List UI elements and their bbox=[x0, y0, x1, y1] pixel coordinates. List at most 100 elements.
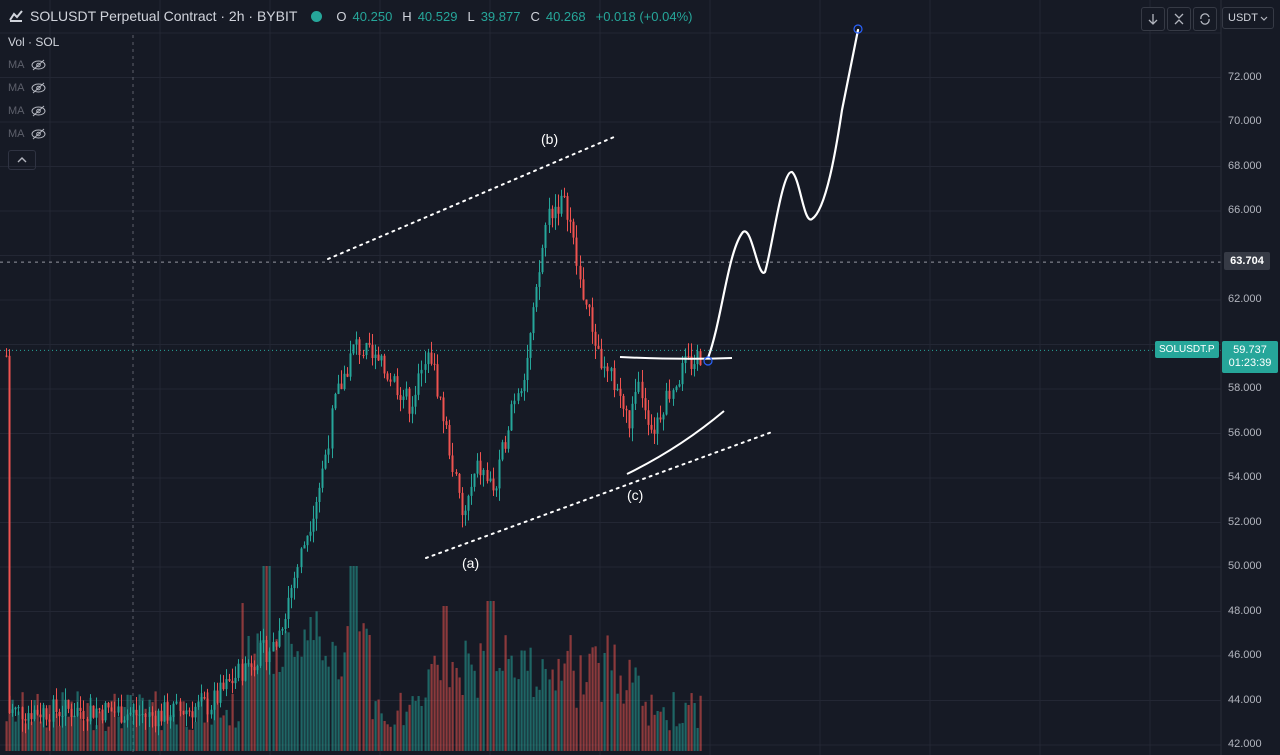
volume-bar bbox=[445, 606, 448, 751]
price-tick-label: 56.000 bbox=[1228, 426, 1262, 439]
ma-indicator-2[interactable]: MA bbox=[8, 82, 46, 94]
reset-chart-button[interactable] bbox=[1193, 7, 1217, 31]
volume-bar bbox=[275, 639, 278, 751]
volume-bar bbox=[197, 705, 200, 751]
market-status-icon bbox=[311, 10, 323, 22]
volume-bar bbox=[104, 730, 107, 751]
volume-bar bbox=[585, 682, 588, 751]
volume-bar bbox=[14, 721, 17, 751]
volume-indicator-label[interactable]: Vol · SOL bbox=[8, 35, 60, 49]
volume-bar bbox=[622, 703, 625, 751]
candle-body bbox=[678, 384, 681, 387]
volume-bar bbox=[352, 566, 355, 751]
candle-body bbox=[619, 388, 622, 396]
candle-body bbox=[247, 663, 250, 665]
chevron-down-icon bbox=[1260, 16, 1268, 21]
candle-body bbox=[253, 666, 256, 671]
volume-bar bbox=[557, 658, 560, 751]
currency-select[interactable]: USDT bbox=[1222, 7, 1274, 29]
volume-bar bbox=[541, 659, 544, 751]
ma-indicator-3[interactable]: MA bbox=[8, 105, 46, 117]
eye-off-icon[interactable] bbox=[31, 59, 46, 71]
volume-bars bbox=[5, 566, 702, 751]
candle-body bbox=[362, 355, 365, 357]
eye-off-icon[interactable] bbox=[31, 128, 46, 140]
eye-off-icon[interactable] bbox=[31, 82, 46, 94]
candle-body bbox=[358, 339, 361, 356]
candle-body bbox=[175, 701, 178, 704]
candle-body bbox=[532, 307, 535, 334]
candle-body bbox=[597, 345, 600, 349]
volume-bar bbox=[597, 662, 600, 751]
volume-bar bbox=[237, 721, 240, 751]
candle-body bbox=[451, 455, 454, 473]
eye-off-icon[interactable] bbox=[31, 105, 46, 117]
volume-bar bbox=[668, 730, 671, 751]
candle-body bbox=[554, 206, 557, 219]
volume-bar bbox=[396, 710, 399, 751]
wave-label-c: (c) bbox=[627, 487, 644, 503]
volume-bar bbox=[284, 630, 287, 751]
candle-body bbox=[572, 221, 575, 238]
volume-bar bbox=[362, 623, 365, 751]
candle-body bbox=[603, 366, 606, 369]
volume-bar bbox=[337, 679, 340, 751]
volume-bar bbox=[433, 655, 436, 751]
candle-body bbox=[631, 403, 634, 429]
volume-bar bbox=[194, 721, 197, 751]
drawings[interactable] bbox=[327, 24, 863, 559]
volume-bar bbox=[647, 725, 650, 751]
volume-bar bbox=[672, 692, 675, 751]
candle-body bbox=[622, 395, 625, 409]
symbol-title[interactable]: SOLUSDT Perpetual Contract · 2h · BYBIT bbox=[30, 8, 298, 24]
candle-body bbox=[92, 705, 95, 718]
symbol-legend: SOLUSDT Perpetual Contract · 2h · BYBIT … bbox=[8, 8, 696, 24]
volume-bar bbox=[135, 714, 138, 751]
volume-bar bbox=[572, 670, 575, 751]
volume-bar bbox=[185, 726, 188, 751]
candle-body bbox=[14, 707, 17, 710]
volume-bar bbox=[610, 670, 613, 751]
volume-bar bbox=[331, 641, 334, 751]
candle-body bbox=[610, 368, 613, 372]
volume-bar bbox=[123, 706, 126, 751]
candle-body bbox=[213, 690, 216, 710]
collapse-button[interactable] bbox=[1167, 7, 1191, 31]
volume-bar bbox=[45, 727, 48, 751]
volume-bar bbox=[659, 711, 662, 751]
volume-bar bbox=[606, 635, 609, 751]
candle-body bbox=[560, 195, 563, 214]
ma-indicator-4[interactable]: MA bbox=[8, 128, 46, 140]
candle-body bbox=[237, 663, 240, 678]
scroll-to-latest-button[interactable] bbox=[1141, 7, 1165, 31]
volume-bar bbox=[343, 652, 346, 751]
candle-body bbox=[219, 682, 222, 703]
candle-body bbox=[420, 369, 423, 374]
volume-bar bbox=[411, 696, 414, 751]
candle-body bbox=[662, 414, 665, 420]
volume-bar bbox=[600, 701, 603, 751]
candle-body bbox=[489, 478, 492, 482]
candle-body bbox=[141, 713, 144, 715]
volume-bar bbox=[160, 730, 163, 751]
candles bbox=[5, 187, 702, 736]
volume-bar bbox=[634, 667, 637, 751]
volume-bar bbox=[619, 675, 622, 751]
candle-body bbox=[672, 390, 675, 399]
collapse-indicators-button[interactable] bbox=[8, 150, 36, 170]
candle-body bbox=[424, 364, 427, 370]
candle-body bbox=[433, 363, 436, 365]
candle-body bbox=[287, 597, 290, 620]
volume-bar bbox=[200, 693, 203, 751]
volume-bar bbox=[296, 651, 299, 751]
candle-body bbox=[535, 286, 538, 308]
current-price: 59.737 bbox=[1233, 344, 1267, 356]
volume-bar bbox=[365, 628, 368, 751]
candle-body bbox=[467, 495, 470, 511]
volume-bar bbox=[575, 707, 578, 751]
volume-bar bbox=[188, 729, 191, 751]
candle-body bbox=[163, 702, 166, 722]
ma-indicator-1[interactable]: MA bbox=[8, 59, 46, 71]
volume-bar bbox=[383, 720, 386, 751]
